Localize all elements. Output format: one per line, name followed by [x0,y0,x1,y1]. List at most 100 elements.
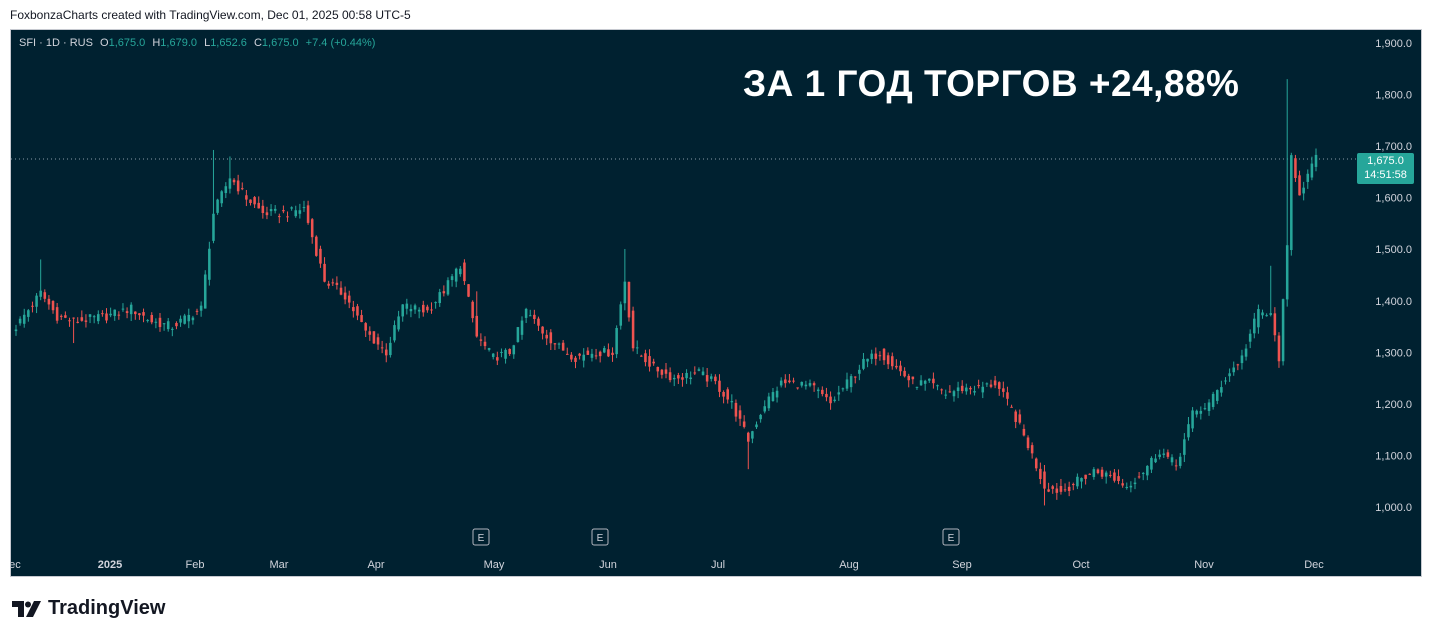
candle-body [220,191,223,204]
candle-body [874,353,878,359]
candle-body [360,315,363,323]
candle-body [841,388,845,390]
candle-body [179,318,182,323]
candle-body [1166,452,1170,457]
candle-body [208,248,211,280]
candle-body [561,342,565,351]
candle-body [236,180,240,192]
last-price-tag: 1,675.0 14:51:58 [1357,153,1414,184]
earnings-marker-label: E [597,533,604,544]
candle-body [767,396,771,409]
candle-body [915,386,919,388]
candle-body [1088,473,1092,475]
brand-footer[interactable]: TradingView [12,597,165,620]
candle-body [88,314,92,317]
candle-body [1034,458,1038,469]
candle-body [1133,482,1137,485]
candle-body [574,357,577,362]
ohlc-legend: SFI · 1D · RUS O1,675.0 H1,679.0 L1,652.… [19,37,375,49]
candle-body [278,216,281,218]
candle-body [677,375,680,379]
candle-body [936,385,939,387]
low-label: L [204,37,211,49]
candle-body [779,380,783,386]
candle-body [1240,355,1244,364]
x-tick-label: Nov [1194,559,1214,571]
candle-body [635,347,639,349]
candle-body [730,401,734,403]
candle-body [1290,155,1293,251]
candle-body [1187,424,1190,438]
candle-body [459,268,462,275]
candle-body [479,339,483,341]
candle-body [640,355,643,357]
candle-body [129,304,133,315]
candle-body [973,391,976,393]
chart-credit-header: FoxbonzaCharts created with TradingView.… [10,8,411,22]
candle-body [1039,468,1042,479]
candle-body [142,312,145,316]
candle-body [1306,173,1310,182]
candle-body [1220,387,1223,393]
candle-body [512,345,516,355]
candle-body [738,410,742,419]
candle-body [51,300,55,311]
candle-body [422,304,425,313]
candle-body [1294,158,1297,179]
candle-body [265,212,269,216]
close-label: C [253,37,262,49]
candle-body [788,380,791,383]
candle-body [454,268,458,282]
tradingview-logo-icon [12,600,41,617]
candle-body [463,262,466,282]
candle-body [72,317,75,319]
candle-body [1141,472,1145,474]
candle-body [771,392,775,402]
candle-body [747,432,750,442]
candle-body [759,414,762,420]
candle-body [442,291,446,294]
candle-body [409,308,413,312]
y-tick-label: 1,700.0 [1375,141,1412,153]
candlestick-plot[interactable]: 1,900.0 1,800.0 1,700.0 1,600.0 1,500.0 1,400… [11,30,1423,578]
candle-body [524,308,528,318]
candle-body [1207,402,1211,412]
candle-body [1043,471,1046,489]
candle-body [150,315,154,323]
candle-body [722,391,725,397]
x-tick-label: Jul [711,559,725,571]
candle-body [134,311,137,315]
candle-body [101,313,104,315]
candle-body [175,322,178,327]
candle-body [528,315,532,317]
candle-body [1055,488,1059,493]
candle-body [269,209,273,212]
candle-body [611,352,614,355]
candle-body [1092,469,1096,477]
candle-body [347,295,351,303]
price-chart[interactable]: 1,900.0 1,800.0 1,700.0 1,600.0 1,500.0 1,400… [10,29,1422,577]
y-tick-label: 1,600.0 [1375,193,1412,205]
candle-body [22,314,26,324]
candle-body [796,387,799,389]
candle-body [1084,474,1087,479]
open-label: O [100,37,109,49]
high-label: H [152,37,161,49]
candle-body [1183,439,1186,455]
candle-body [541,326,544,334]
y-tick-label: 1,000.0 [1375,502,1412,514]
candle-body [993,380,997,386]
candle-body [496,357,499,361]
candle-body [1178,456,1182,466]
candle-body [290,207,293,209]
candle-body [417,309,421,312]
x-tick-label: Jun [599,559,617,571]
candle-body [969,387,972,390]
candle-body [1002,388,1005,392]
symbol-label: SFI · 1D · RUS [19,37,93,49]
candle-body [853,376,857,378]
candle-body [1269,313,1273,315]
candle-body [808,383,812,386]
candle-body [323,263,326,282]
candle-body [648,356,651,367]
